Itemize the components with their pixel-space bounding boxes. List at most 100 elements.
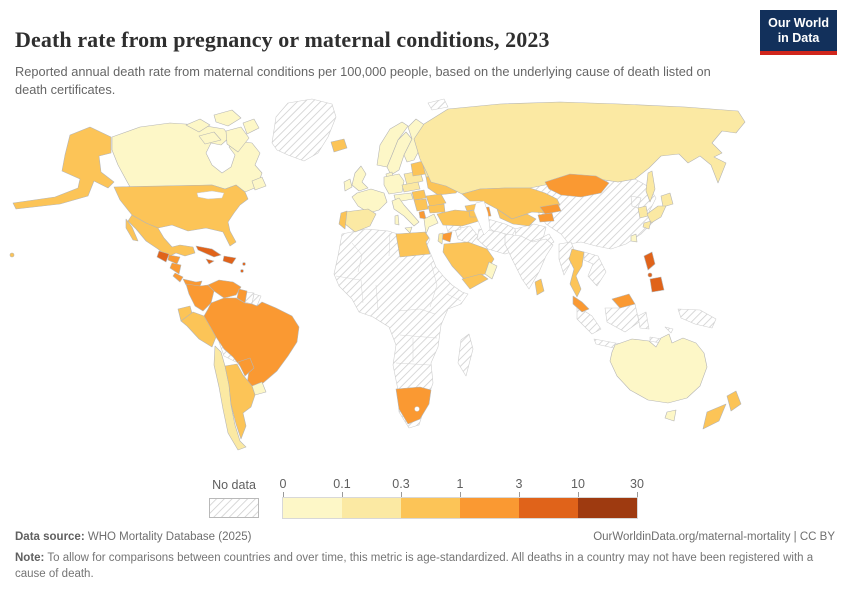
map-legend: No data 0 0.1 0.3 1 3 10 30	[0, 477, 850, 522]
legend-band-10-30[interactable]	[578, 498, 637, 518]
country-africa-mainland[interactable]	[333, 228, 469, 429]
country-philippines[interactable]	[643, 251, 665, 293]
legend-no-data[interactable]: No data	[203, 477, 265, 518]
data-source-label: Data source:	[15, 531, 85, 543]
attribution-link[interactable]: OurWorldinData.org/maternal-mortality | …	[593, 531, 835, 543]
legend-tick-label: 10	[571, 477, 585, 491]
caspian-sea	[473, 200, 491, 236]
country-lesser-antilles[interactable]	[240, 262, 246, 273]
data-source: Data source: WHO Mortality Database (202…	[15, 531, 252, 543]
world-map-canvas	[9, 98, 746, 451]
legend-band-0.3-1[interactable]	[401, 498, 460, 518]
country-costa-rica[interactable]	[172, 272, 184, 283]
legend-tick-label: 1	[456, 477, 464, 491]
country-greenland[interactable]	[271, 98, 337, 162]
country-thailand[interactable]	[568, 248, 585, 298]
country-kyrgyzstan[interactable]	[539, 203, 562, 215]
country-malaysia[interactable]	[572, 293, 636, 313]
great-lakes	[196, 190, 225, 200]
chart-note: Note: To allow for comparisons between c…	[15, 552, 814, 581]
africa-internal-borders	[335, 232, 462, 366]
legend-tick-mark	[342, 492, 343, 498]
country-japan[interactable]	[642, 192, 674, 230]
country-svalbard[interactable]	[427, 98, 449, 111]
country-jordan[interactable]	[441, 231, 453, 243]
legend-tick-mark	[578, 492, 579, 498]
page-title: Death rate from pregnancy or maternal co…	[15, 26, 550, 52]
legend-tick-mark	[637, 492, 638, 498]
legend-tick-mark	[519, 492, 520, 498]
country-paraguay[interactable]	[237, 357, 255, 377]
country-tajikistan[interactable]	[537, 212, 555, 223]
country-australia[interactable]	[609, 333, 708, 404]
country-spain[interactable]	[344, 208, 377, 233]
country-new-zealand[interactable]	[702, 390, 742, 430]
country-italy[interactable]	[391, 197, 420, 234]
country-yemen[interactable]	[461, 273, 489, 290]
country-iceland[interactable]	[330, 138, 348, 153]
country-honduras[interactable]	[167, 254, 181, 265]
country-mongolia[interactable]	[544, 173, 610, 198]
legend-band-0-0.1[interactable]	[283, 498, 342, 518]
country-oman[interactable]	[484, 261, 498, 280]
country-madagascar[interactable]	[457, 333, 474, 377]
country-romania[interactable]	[425, 193, 447, 208]
country-hispaniola[interactable]	[222, 255, 237, 265]
no-data-label: No data	[212, 478, 256, 492]
country-germany[interactable]	[383, 173, 405, 195]
owid-logo-line2: in Data	[777, 31, 820, 45]
legend-band-3-10[interactable]	[519, 498, 578, 518]
country-united-states[interactable]	[12, 126, 249, 247]
no-data-swatch[interactable]	[209, 498, 259, 518]
country-nicaragua[interactable]	[169, 262, 182, 275]
country-argentina[interactable]	[224, 363, 256, 440]
country-guatemala[interactable]	[156, 250, 170, 263]
country-myanmar[interactable]	[558, 241, 576, 276]
legend-tick-label: 30	[630, 477, 644, 491]
chart-subtitle: Reported annual death rate from maternal…	[15, 63, 711, 97]
country-mexico[interactable]	[125, 214, 196, 258]
country-greece[interactable]	[423, 213, 439, 235]
legend-bar	[282, 497, 638, 519]
legend-band-0.1-0.3[interactable]	[342, 498, 401, 518]
lesotho	[414, 406, 420, 412]
legend-tick-label: 3	[515, 477, 523, 491]
country-egypt[interactable]	[395, 231, 431, 258]
country-hungary[interactable]	[411, 189, 427, 201]
country-balkans[interactable]	[413, 198, 429, 212]
country-portugal[interactable]	[338, 210, 348, 230]
country-vietnam-laos-cambodia[interactable]	[583, 251, 607, 287]
country-albania[interactable]	[418, 210, 427, 220]
country-czechia-slovakia[interactable]	[401, 181, 421, 193]
country-taiwan[interactable]	[630, 233, 638, 243]
country-south-africa[interactable]	[395, 386, 432, 425]
country-uzbekistan[interactable]	[496, 208, 537, 227]
country-south-korea[interactable]	[637, 205, 649, 219]
country-united-kingdom[interactable]	[351, 165, 369, 192]
country-tasmania[interactable]	[664, 409, 677, 422]
legend-tick-mark	[460, 492, 461, 498]
legend-ticks: 0 0.1 0.3 1 3 10 30	[279, 477, 644, 498]
country-sri-lanka[interactable]	[534, 278, 545, 296]
country-ireland[interactable]	[343, 178, 353, 192]
legend-tick-mark	[283, 492, 284, 498]
legend-band-1-3[interactable]	[460, 498, 519, 518]
chart-footer: Data source: WHO Mortality Database (202…	[15, 531, 835, 582]
country-canada[interactable]	[111, 109, 267, 193]
legend-tick-label: 0.1	[333, 477, 351, 491]
country-brazil[interactable]	[203, 297, 300, 392]
legend-color-scale: 0 0.1 0.3 1 3 10 30	[279, 477, 644, 522]
country-india[interactable]	[504, 233, 554, 290]
country-israel[interactable]	[437, 232, 444, 245]
legend-tick-label: 0	[279, 477, 287, 491]
country-cuba[interactable]	[195, 245, 222, 258]
owid-logo[interactable]: Our World in Data	[760, 10, 837, 55]
country-jamaica[interactable]	[205, 258, 215, 265]
legend-tick-label: 0.3	[392, 477, 410, 491]
country-papua-new-guinea[interactable]	[677, 308, 717, 329]
country-france[interactable]	[351, 188, 388, 214]
country-iraq[interactable]	[454, 225, 479, 245]
country-hawaii[interactable]	[9, 252, 15, 258]
note-label: Note:	[15, 552, 45, 564]
legend-tick-mark	[401, 492, 402, 498]
